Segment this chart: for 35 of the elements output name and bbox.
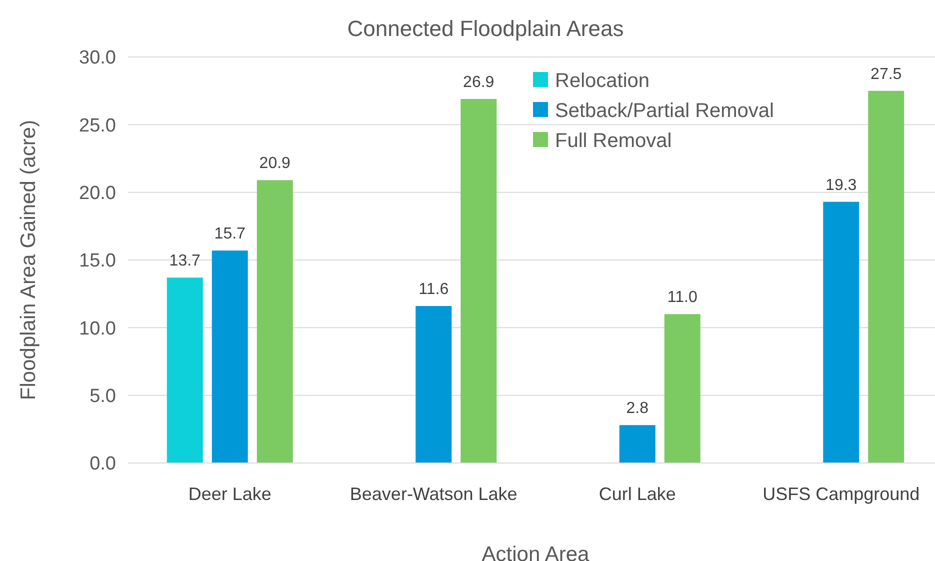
x-axis-title: Action Area <box>482 543 590 561</box>
bar <box>868 90 904 463</box>
x-tick-label: Beaver-Watson Lake <box>350 484 518 504</box>
data-label: 19.3 <box>826 176 857 194</box>
legend-label: Relocation <box>555 70 650 92</box>
bar <box>212 250 248 463</box>
x-tick-label: Curl Lake <box>598 484 676 504</box>
chart-title: Connected Floodplain Areas <box>347 16 624 41</box>
bar <box>460 98 497 463</box>
x-tick-label: Deer Lake <box>188 484 272 504</box>
bar <box>166 278 203 463</box>
bar <box>619 425 656 463</box>
y-tick-label: 25.0 <box>79 115 116 136</box>
bar <box>664 314 700 463</box>
data-label: 2.8 <box>626 400 649 418</box>
data-label: 26.9 <box>463 74 494 91</box>
y-tick-label: 5.0 <box>90 386 116 407</box>
x-tick-label: USFS Campground <box>762 484 920 504</box>
y-tick-label: 30.0 <box>79 48 116 69</box>
y-axis-title: Floodplain Area Gained (acre) <box>17 120 40 400</box>
legend-label: Setback/Partial Removal <box>555 100 774 122</box>
legend-label: Full Removal <box>555 130 672 152</box>
y-tick-label: 0.0 <box>90 454 116 475</box>
bar <box>823 202 860 463</box>
data-label: 11.0 <box>667 289 698 306</box>
data-label: 13.7 <box>169 252 201 270</box>
y-tick-label: 20.0 <box>79 182 116 204</box>
data-label: 11.6 <box>418 281 449 298</box>
bar <box>416 306 452 463</box>
data-label: 15.7 <box>214 226 246 243</box>
y-tick-label: 15.0 <box>79 250 116 272</box>
y-tick-label: 10.0 <box>79 318 116 340</box>
bar <box>256 180 293 463</box>
data-label: 20.9 <box>259 155 291 172</box>
data-label: 27.5 <box>870 66 902 83</box>
